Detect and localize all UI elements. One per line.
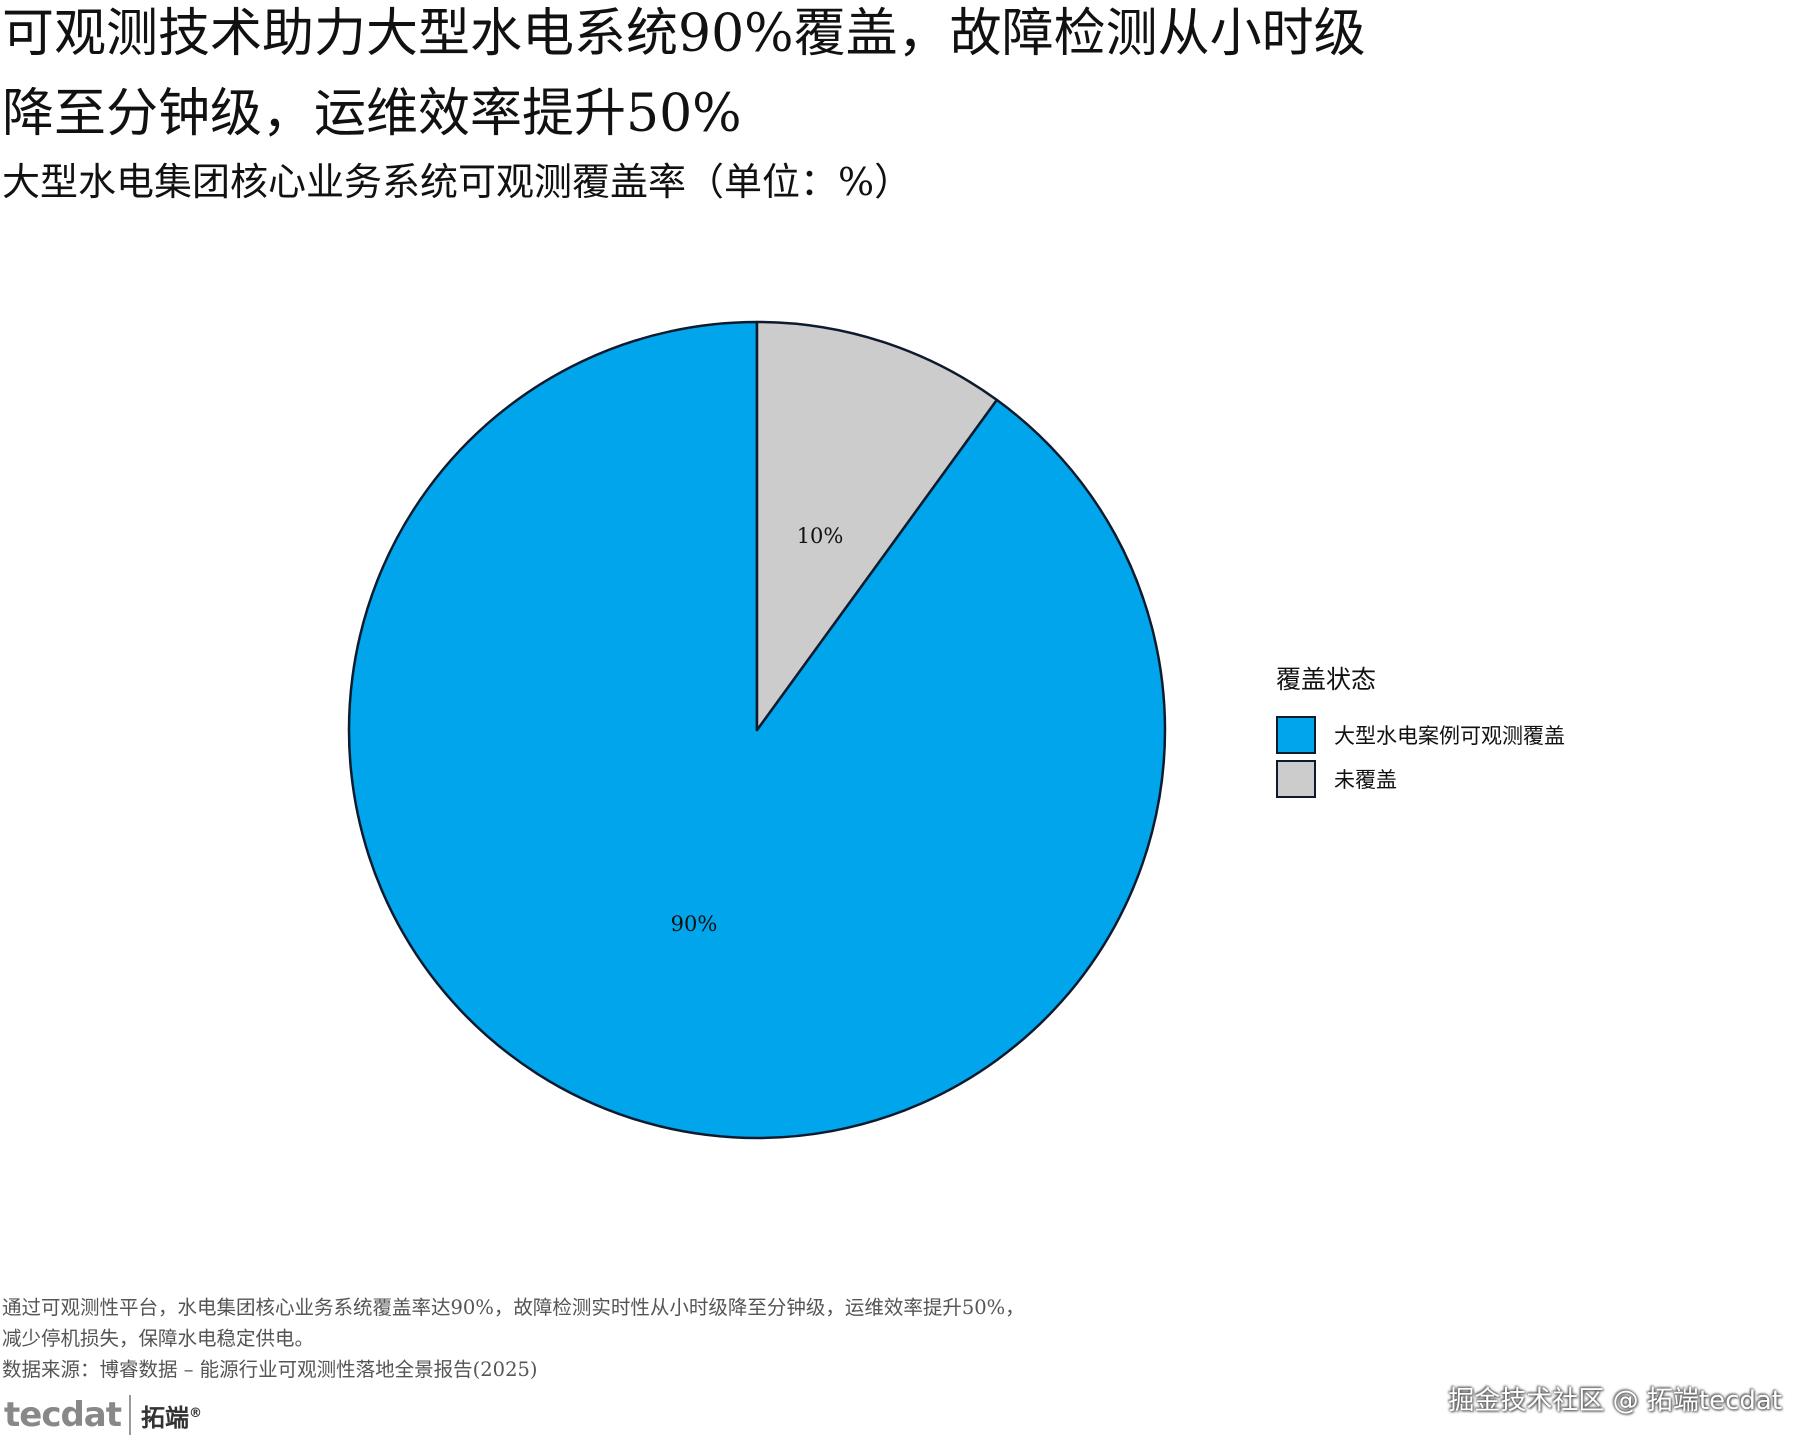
chart-title-line-1: 可观测技术助力大型水电系统90%覆盖，故障检测从小时级 [2, 4, 1366, 64]
watermark: 掘金技术社区 @ 拓端tecdat [1448, 1386, 1782, 1416]
legend-swatch-covered [1276, 716, 1316, 754]
logo-wordmark: tecdat [4, 1395, 122, 1435]
registered-mark: ® [189, 1405, 203, 1421]
logo-brand: 拓端® [141, 1398, 202, 1433]
pie-labels: 90% 10% [671, 524, 844, 936]
legend-swatch-uncovered [1276, 760, 1316, 798]
caption-line-2: 减少停机损失，保障水电稳定供电。 [2, 1327, 315, 1350]
caption-line-1: 通过可观测性平台，水电集团核心业务系统覆盖率达90%，故障检测实时性从小时级降至… [2, 1296, 1025, 1319]
legend-item-covered: 大型水电案例可观测覆盖 [1276, 714, 1565, 756]
chart-subtitle: 大型水电集团核心业务系统可观测覆盖率（单位：%） [2, 160, 913, 204]
chart-caption: 通过可观测性平台，水电集团核心业务系统覆盖率达90%，故障检测实时性从小时级降至… [2, 1292, 1025, 1385]
logo-divider [129, 1395, 132, 1435]
source-note: 数据来源：博睿数据 – 能源行业可观测性落地全景报告(2025) [2, 1358, 538, 1381]
legend-title: 覆盖状态 [1276, 665, 1377, 694]
legend-item-uncovered: 未覆盖 [1276, 758, 1565, 800]
legend: 覆盖状态 大型水电案例可观测覆盖 未覆盖 [1276, 660, 1565, 802]
pie-slice-label-0: 90% [671, 912, 718, 936]
tecdat-logo: tecdat 拓端® [4, 1390, 202, 1440]
legend-label-uncovered: 未覆盖 [1334, 768, 1397, 792]
legend-label-covered: 大型水电案例可观测覆盖 [1334, 724, 1565, 748]
pie-slice-1 [755, 320, 999, 732]
logo-brand-text: 拓端 [141, 1403, 190, 1432]
chart-title-line-2: 降至分钟级，运维效率提升50% [2, 84, 742, 144]
pie-slice-label-1: 10% [797, 524, 844, 548]
pie-slices [347, 320, 1167, 1140]
